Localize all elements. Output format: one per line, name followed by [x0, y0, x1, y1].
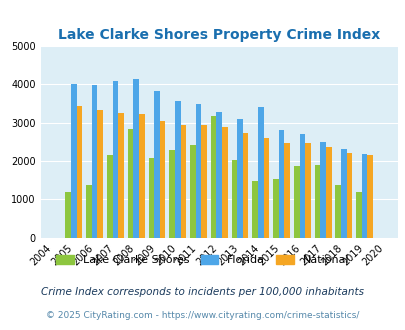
- Bar: [263, 138, 269, 238]
- Title: Lake Clarke Shores Property Crime Index: Lake Clarke Shores Property Crime Index: [58, 28, 379, 42]
- Bar: [210, 116, 216, 238]
- Bar: [314, 165, 320, 238]
- Bar: [320, 142, 325, 238]
- Bar: [325, 147, 331, 238]
- Bar: [201, 125, 207, 238]
- Bar: [71, 84, 77, 238]
- Bar: [128, 128, 133, 238]
- Bar: [361, 154, 367, 238]
- Bar: [175, 101, 180, 238]
- Bar: [112, 82, 118, 238]
- Bar: [180, 125, 185, 238]
- Bar: [278, 130, 284, 238]
- Bar: [216, 112, 222, 238]
- Bar: [154, 91, 159, 238]
- Bar: [237, 118, 242, 238]
- Bar: [242, 133, 248, 238]
- Bar: [252, 181, 257, 238]
- Bar: [133, 79, 139, 238]
- Bar: [273, 180, 278, 238]
- Bar: [340, 149, 346, 238]
- Bar: [284, 143, 289, 238]
- Bar: [222, 127, 227, 238]
- Bar: [77, 106, 82, 238]
- Bar: [118, 113, 124, 238]
- Bar: [139, 114, 144, 238]
- Bar: [367, 155, 372, 238]
- Legend: Lake Clarke Shores, Florida, National: Lake Clarke Shores, Florida, National: [56, 255, 349, 265]
- Bar: [305, 144, 310, 238]
- Bar: [169, 150, 175, 238]
- Bar: [355, 192, 361, 238]
- Bar: [148, 158, 154, 238]
- Bar: [257, 108, 263, 238]
- Bar: [299, 134, 305, 238]
- Bar: [346, 153, 352, 238]
- Bar: [92, 85, 97, 238]
- Bar: [195, 104, 201, 238]
- Bar: [335, 185, 340, 238]
- Bar: [107, 155, 112, 238]
- Bar: [293, 166, 299, 238]
- Text: Crime Index corresponds to incidents per 100,000 inhabitants: Crime Index corresponds to incidents per…: [41, 287, 364, 297]
- Bar: [97, 110, 103, 238]
- Bar: [159, 121, 165, 238]
- Text: © 2025 CityRating.com - https://www.cityrating.com/crime-statistics/: © 2025 CityRating.com - https://www.city…: [46, 311, 359, 320]
- Bar: [231, 160, 237, 238]
- Bar: [190, 145, 195, 238]
- Bar: [86, 185, 92, 238]
- Bar: [65, 192, 71, 238]
